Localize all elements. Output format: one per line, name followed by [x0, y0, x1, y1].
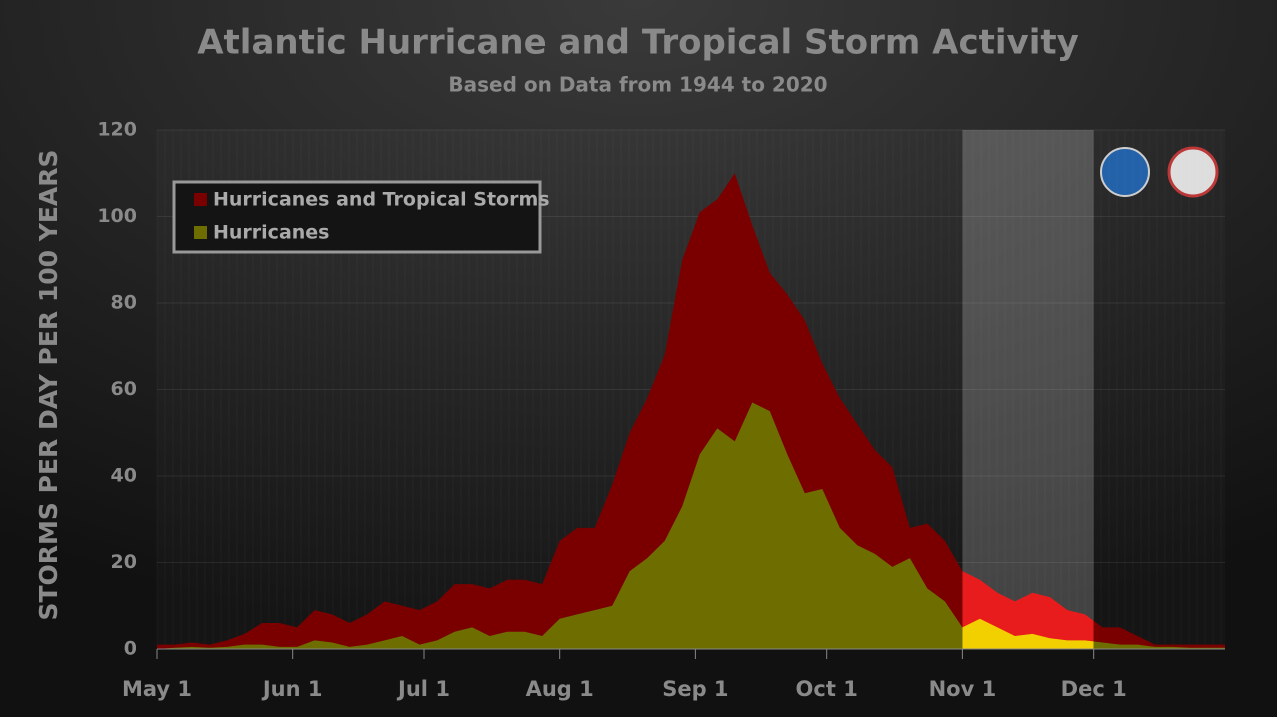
legend-swatch — [194, 226, 207, 239]
x-tick-label: Dec 1 — [1061, 677, 1127, 701]
highlight-band — [962, 130, 1094, 649]
y-tick-label: 20 — [111, 551, 137, 573]
y-tick-label: 120 — [97, 119, 137, 141]
legend-label: Hurricanes — [213, 222, 330, 244]
y-axis-label: STORMS PER DAY PER 100 YEARS — [34, 149, 63, 620]
y-tick-label: 80 — [111, 292, 137, 314]
noaa-logo — [1100, 147, 1150, 197]
x-tick-label: Aug 1 — [526, 677, 594, 701]
area — [157, 402, 1225, 649]
legend-label: Hurricanes and Tropical Storms — [213, 189, 550, 211]
y-tick-label: 60 — [111, 378, 137, 400]
y-tick-label: 100 — [97, 205, 137, 227]
x-tick-label: May 1 — [122, 677, 192, 701]
legend-swatch — [194, 193, 207, 206]
legend-box — [172, 180, 542, 254]
y-tick-label: 0 — [124, 638, 137, 660]
x-tick-label: Nov 1 — [929, 677, 997, 701]
x-tick-label: Jul 1 — [396, 677, 450, 701]
chart-title: Atlantic Hurricane and Tropical Storm Ac… — [197, 23, 1079, 63]
nws-logo — [1167, 146, 1219, 198]
legend: Hurricanes and Tropical Storms Hurricanes — [172, 180, 550, 254]
logos — [1100, 146, 1219, 198]
y-tick-label: 40 — [111, 465, 137, 487]
x-tick-label: Oct 1 — [796, 677, 858, 701]
x-tick-label: Jun 1 — [261, 677, 323, 701]
area — [157, 173, 1225, 649]
x-tick-label: Sep 1 — [662, 677, 728, 701]
chart-subtitle: Based on Data from 1944 to 2020 — [448, 73, 827, 97]
